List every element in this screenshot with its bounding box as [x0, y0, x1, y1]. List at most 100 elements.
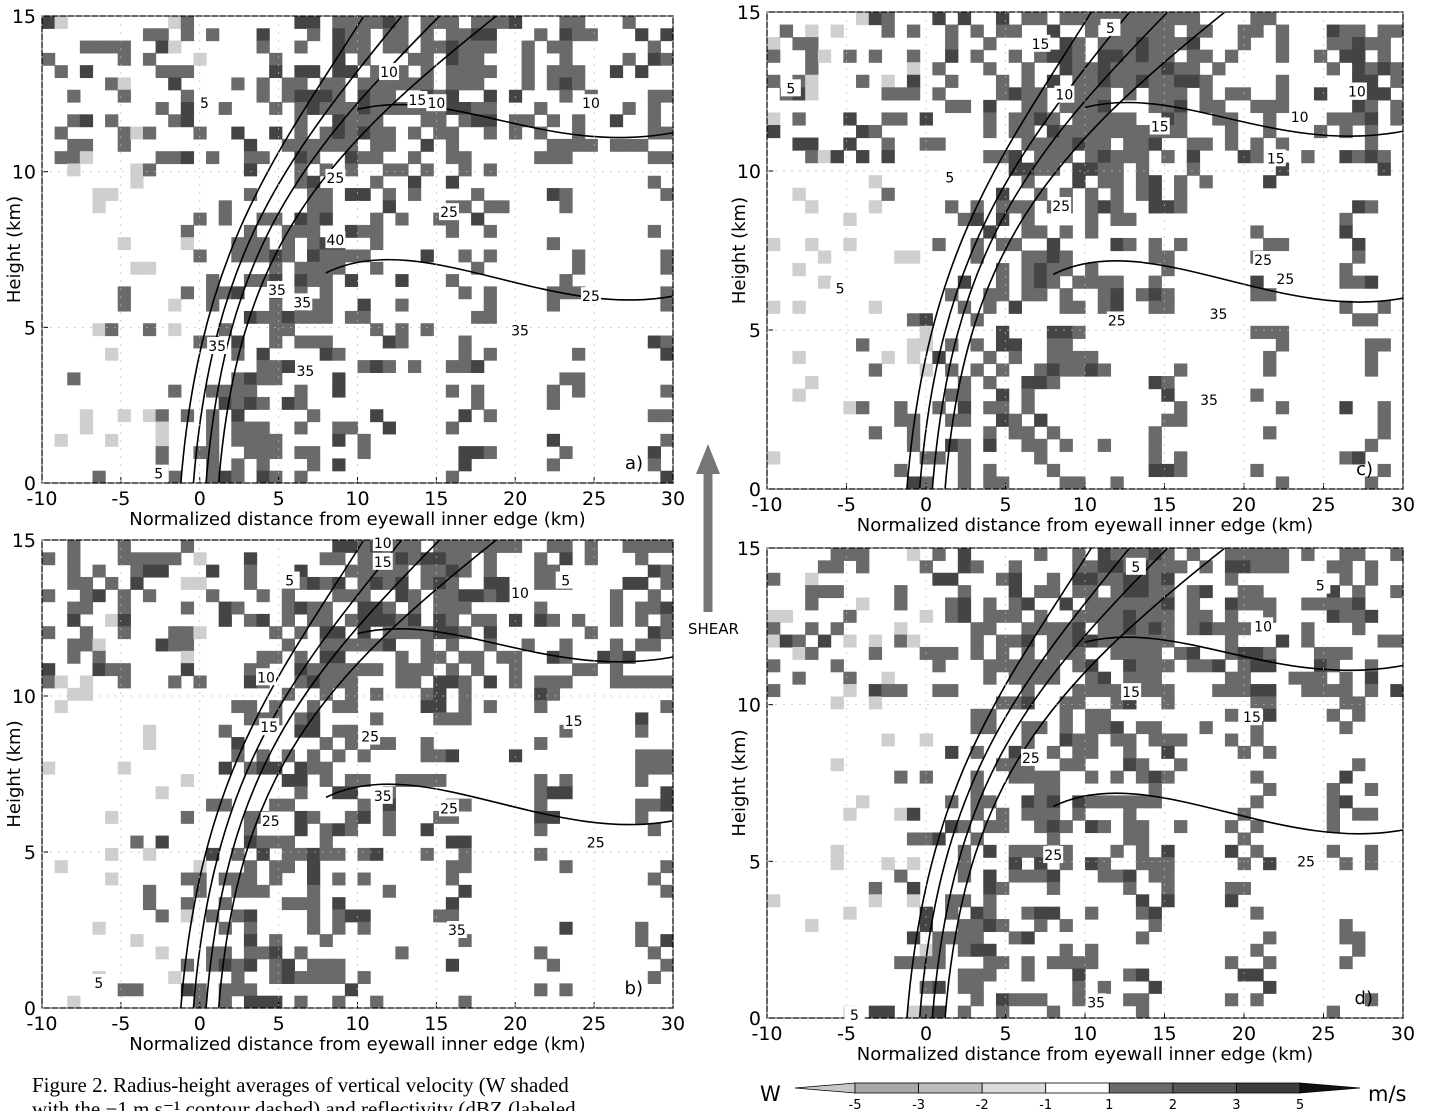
w-shading-cell	[635, 639, 648, 652]
w-shading-cell	[1098, 610, 1111, 623]
w-shading-cell	[1136, 25, 1149, 38]
w-shading-cell	[67, 540, 80, 553]
w-shading-cell	[792, 672, 805, 685]
w-shading-cell	[559, 786, 572, 799]
w-shading-cell	[1009, 25, 1022, 38]
x-axis-title: Normalized distance from eyewall inner e…	[857, 1044, 1313, 1065]
colorbar-end	[795, 1083, 855, 1093]
w-shading-cell	[1123, 746, 1136, 759]
x-tick-label: 25	[1311, 1023, 1335, 1045]
w-shading-cell	[1250, 560, 1263, 573]
x-axis-title: Normalized distance from eyewall inner e…	[129, 1034, 585, 1055]
w-shading-cell	[648, 90, 661, 103]
w-shading-cell	[458, 996, 471, 1009]
w-shading-cell	[1263, 709, 1276, 722]
w-shading-cell	[1301, 548, 1314, 561]
w-shading-cell	[1021, 401, 1034, 414]
w-shading-cell	[1149, 451, 1162, 464]
w-shading-cell	[547, 237, 560, 250]
w-shading-cell	[1225, 709, 1238, 722]
w-shading-cell	[831, 25, 844, 38]
w-shading-cell	[408, 675, 421, 688]
w-shading-cell	[484, 163, 497, 176]
w-shading-cell	[219, 725, 232, 738]
w-shading-cell	[231, 885, 244, 898]
w-shading-cell	[1238, 808, 1251, 821]
w-shading-cell	[1136, 758, 1149, 771]
w-shading-cell	[1034, 919, 1047, 932]
w-shading-cell	[130, 127, 143, 140]
w-shading-cell	[971, 907, 984, 920]
w-shading-cell	[1047, 1006, 1060, 1019]
w-shading-cell	[1085, 597, 1098, 610]
w-shading-cell	[395, 299, 408, 312]
w-shading-cell	[446, 360, 459, 373]
w-shading-cell	[805, 622, 818, 635]
w-shading-cell	[307, 749, 320, 762]
w-shading-cell	[307, 860, 320, 873]
w-shading-cell	[1187, 548, 1200, 561]
w-shading-cell	[1365, 808, 1378, 821]
w-shading-cell	[1060, 225, 1073, 238]
w-shading-cell	[1034, 251, 1047, 264]
w-shading-cell	[143, 897, 156, 910]
w-shading-cell	[307, 971, 320, 984]
w-shading-cell	[660, 188, 673, 201]
w-shading-cell	[1060, 721, 1073, 734]
w-shading-cell	[856, 12, 869, 25]
w-shading-cell	[1060, 944, 1073, 957]
contour-label: 35	[448, 923, 466, 939]
w-shading-cell	[1365, 37, 1378, 50]
w-shading-cell	[1034, 439, 1047, 452]
w-shading-cell	[1199, 585, 1212, 598]
shear-arrow-head	[696, 444, 720, 474]
w-shading-cell	[80, 422, 93, 435]
w-shading-cell	[433, 552, 446, 565]
w-shading-cell	[1034, 585, 1047, 598]
w-shading-cell	[294, 446, 307, 459]
w-shading-cell	[805, 919, 818, 932]
w-shading-cell	[294, 262, 307, 275]
w-shading-cell	[1123, 213, 1136, 226]
contour-label: 10	[1254, 619, 1272, 635]
w-shading-cell	[269, 250, 282, 263]
w-shading-cell	[996, 635, 1009, 648]
w-shading-cell	[118, 127, 131, 140]
w-shading-cell	[522, 65, 535, 78]
w-shading-cell	[446, 422, 459, 435]
w-shading-cell	[458, 250, 471, 263]
w-shading-cell	[547, 959, 560, 972]
contour-label: 5	[786, 81, 795, 97]
w-shading-cell	[648, 446, 661, 459]
w-shading-cell	[1161, 845, 1174, 858]
contour-label: 15	[1122, 685, 1140, 701]
w-shading-cell	[484, 577, 497, 590]
w-shading-cell	[831, 857, 844, 870]
w-shading-cell	[534, 737, 547, 750]
w-shading-cell	[1085, 684, 1098, 697]
w-shading-cell	[1263, 746, 1276, 759]
w-shading-cell	[206, 471, 219, 484]
w-shading-cell	[1238, 37, 1251, 50]
w-shading-cell	[484, 65, 497, 78]
w-shading-cell	[446, 626, 459, 639]
w-shading-cell	[1085, 188, 1098, 201]
w-shading-cell	[383, 127, 396, 140]
w-shading-cell	[971, 635, 984, 648]
w-shading-cell	[648, 176, 661, 189]
w-shading-cell	[1123, 597, 1136, 610]
w-shading-cell	[660, 885, 673, 898]
w-shading-cell	[1390, 75, 1403, 88]
w-shading-cell	[1021, 870, 1034, 883]
w-shading-cell	[181, 651, 194, 664]
w-shading-cell	[1009, 426, 1022, 439]
w-shading-cell	[635, 577, 648, 590]
w-shading-cell	[1339, 225, 1352, 238]
w-shading-cell	[648, 823, 661, 836]
w-shading-cell	[345, 225, 358, 238]
w-shading-cell	[958, 389, 971, 402]
w-shading-cell	[1352, 696, 1365, 709]
panel: -10-505101520253005101555101515252525355…	[729, 538, 1415, 1065]
w-shading-cell	[1072, 659, 1085, 672]
w-shading-cell	[1060, 138, 1073, 151]
